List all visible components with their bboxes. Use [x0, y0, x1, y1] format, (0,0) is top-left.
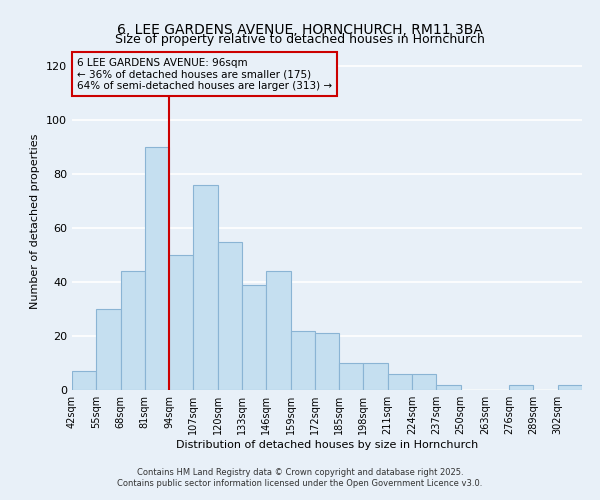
- Bar: [315, 334, 339, 390]
- Text: 6, LEE GARDENS AVENUE, HORNCHURCH, RM11 3BA: 6, LEE GARDENS AVENUE, HORNCHURCH, RM11 …: [117, 22, 483, 36]
- Bar: [193, 185, 218, 390]
- Bar: [218, 242, 242, 390]
- Y-axis label: Number of detached properties: Number of detached properties: [31, 134, 40, 309]
- Bar: [290, 330, 315, 390]
- Bar: [169, 255, 193, 390]
- Bar: [364, 363, 388, 390]
- Bar: [436, 384, 461, 390]
- Text: 6 LEE GARDENS AVENUE: 96sqm
← 36% of detached houses are smaller (175)
64% of se: 6 LEE GARDENS AVENUE: 96sqm ← 36% of det…: [77, 58, 332, 91]
- Bar: [72, 371, 96, 390]
- Bar: [339, 363, 364, 390]
- Bar: [558, 384, 582, 390]
- Bar: [242, 284, 266, 390]
- Bar: [96, 309, 121, 390]
- Text: Contains HM Land Registry data © Crown copyright and database right 2025.
Contai: Contains HM Land Registry data © Crown c…: [118, 468, 482, 487]
- Bar: [388, 374, 412, 390]
- X-axis label: Distribution of detached houses by size in Hornchurch: Distribution of detached houses by size …: [176, 440, 478, 450]
- Text: Size of property relative to detached houses in Hornchurch: Size of property relative to detached ho…: [115, 32, 485, 46]
- Bar: [145, 147, 169, 390]
- Bar: [509, 384, 533, 390]
- Bar: [121, 271, 145, 390]
- Bar: [266, 271, 290, 390]
- Bar: [412, 374, 436, 390]
